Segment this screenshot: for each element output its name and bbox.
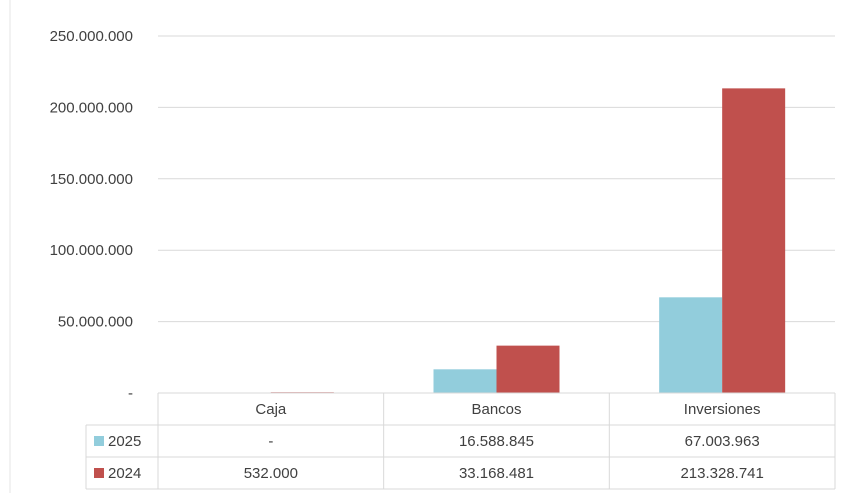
table-cell-value: 213.328.741 xyxy=(680,465,763,482)
y-tick-label: 150.000.000 xyxy=(50,171,133,188)
legend-swatch xyxy=(94,436,104,446)
y-tick-label: 100.000.000 xyxy=(50,242,133,259)
data-table: Caja Bancos Inversiones 2025 - 16.588.845 67.0… xyxy=(85,392,836,490)
table-cell-value: - xyxy=(268,433,273,450)
category-label: Bancos xyxy=(471,401,521,418)
legend-series-name: 2024 xyxy=(108,465,141,482)
legend-series-name: 2025 xyxy=(108,433,141,450)
legend-swatch xyxy=(94,468,104,478)
bar-2025-bancos xyxy=(433,369,497,393)
category-label: Inversiones xyxy=(684,401,761,418)
category-label: Caja xyxy=(255,401,287,418)
bar-2025-inversiones xyxy=(659,297,723,393)
bars xyxy=(270,88,786,394)
y-tick-label: 250.000.000 xyxy=(50,28,133,45)
y-tick-label: 200.000.000 xyxy=(50,99,133,116)
y-axis-tick-labels: - 50.000.000 100.000.000 150.000.000 200.000… xyxy=(50,28,133,402)
table-cell-value: 33.168.481 xyxy=(459,465,534,482)
bar-2024-bancos xyxy=(496,345,560,393)
bar-2024-inversiones xyxy=(722,88,786,394)
table-cell-value: 16.588.845 xyxy=(459,433,534,450)
table-cell-value: 532.000 xyxy=(244,465,298,482)
table-cell-value: 67.003.963 xyxy=(685,433,760,450)
y-tick-label: - xyxy=(128,385,133,402)
y-tick-label: 50.000.000 xyxy=(58,314,133,331)
